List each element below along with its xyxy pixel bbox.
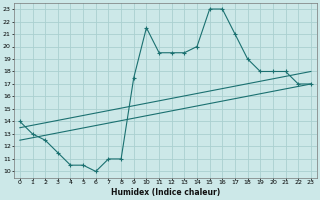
X-axis label: Humidex (Indice chaleur): Humidex (Indice chaleur) (111, 188, 220, 197)
